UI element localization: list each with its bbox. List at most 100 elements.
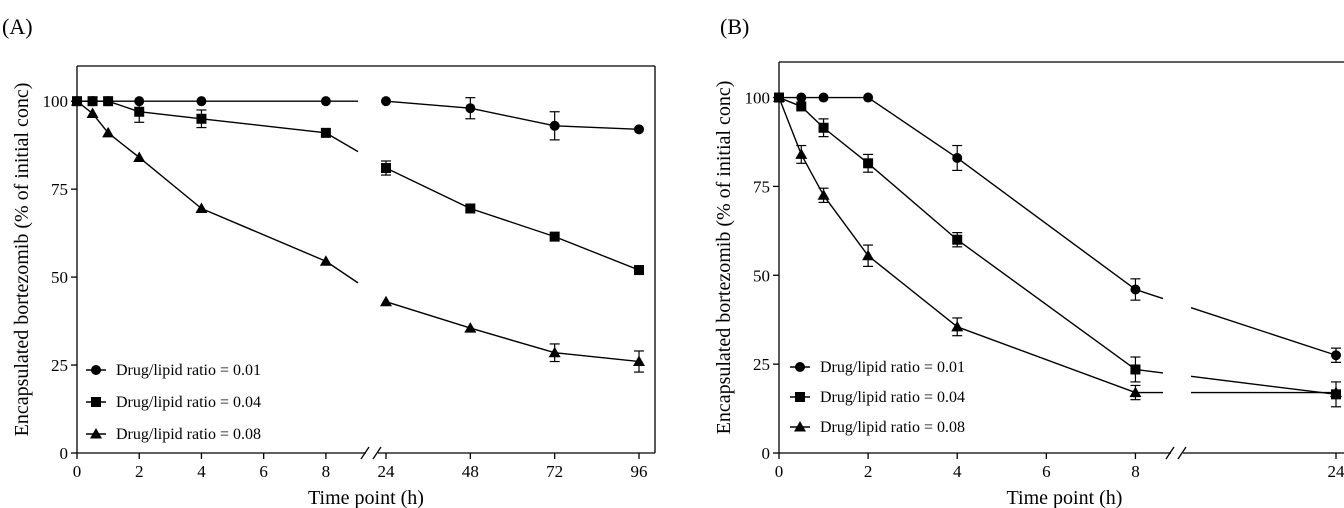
legend-label: Drug/lipid ratio = 0.08 (116, 426, 261, 443)
series-line (1190, 375, 1337, 396)
data-point-square (863, 158, 874, 169)
data-point-circle (1331, 350, 1341, 361)
data-point-triangle (862, 249, 875, 261)
data-point-circle (863, 92, 874, 103)
series-circle (774, 92, 1341, 363)
y-tick-label: 25 (51, 356, 68, 375)
data-point-square (381, 163, 391, 174)
data-point-triangle (380, 295, 392, 307)
y-tick-label: 50 (51, 268, 68, 287)
x-tick-label: 72 (546, 462, 563, 481)
series-line (554, 125, 640, 131)
axis-break-mark (1177, 446, 1187, 460)
series-line (554, 352, 640, 363)
series-line (800, 154, 825, 196)
series-line (823, 127, 869, 164)
data-point-circle (796, 92, 807, 103)
series-line (822, 194, 869, 257)
x-tick-label: 2 (864, 462, 873, 481)
series-line (470, 107, 555, 127)
series-line (201, 207, 327, 262)
y-tick-label: 25 (753, 355, 770, 374)
panel-label: (B) (720, 14, 749, 39)
data-point-square (134, 106, 145, 117)
data-point-square (952, 234, 963, 245)
series-line (201, 118, 326, 134)
x-axis-label: Time point (h) (1007, 487, 1123, 508)
legend-label: Drug/lipid ratio = 0.08 (820, 419, 965, 436)
y-tick-label: 50 (753, 266, 770, 285)
y-tick-label: 100 (43, 92, 69, 111)
series-line (325, 132, 359, 153)
x-tick-label: 4 (197, 462, 206, 481)
series-triangle (71, 95, 645, 373)
x-tick-label: 6 (1042, 462, 1051, 481)
y-axis-label: Encapsulated bortezomib (% of initial co… (11, 83, 33, 437)
series-line (867, 162, 958, 241)
legend: Drug/lipid ratio = 0.01 Drug/lipid ratio … (86, 362, 261, 443)
series-line (956, 326, 1136, 394)
x-tick-label: 96 (631, 462, 648, 481)
series-line (956, 239, 1136, 371)
axis-break-mark (1165, 446, 1175, 460)
data-point-circle (381, 96, 391, 107)
x-tick-label: 0 (73, 462, 82, 481)
data-point-square (1130, 364, 1141, 375)
legend-marker-square (91, 397, 101, 407)
series-line (1190, 307, 1337, 356)
series-line (385, 301, 471, 329)
legend-label: Drug/lipid ratio = 0.01 (820, 359, 965, 376)
data-point-triangle (1129, 386, 1142, 398)
data-point-square (87, 96, 98, 107)
data-point-triangle (773, 91, 785, 103)
x-tick-label: 8 (1131, 462, 1140, 481)
data-point-triangle (319, 255, 332, 266)
y-tick-label: 75 (753, 177, 770, 196)
x-tick-label: 48 (462, 462, 479, 481)
series-line (867, 255, 958, 328)
legend-marker-circle (91, 365, 101, 375)
data-point-circle (634, 124, 644, 135)
axis-break-mark (372, 446, 382, 460)
x-tick-label: 8 (322, 462, 331, 481)
data-point-triangle (633, 355, 645, 367)
data-point-triangle (464, 322, 477, 333)
data-point-circle (320, 96, 331, 107)
data-point-triangle (133, 151, 146, 162)
series-line (139, 111, 202, 120)
series-square (72, 96, 644, 276)
x-tick-label: 24 (378, 462, 396, 481)
x-axis-label: Time point (h) (308, 487, 424, 508)
panel-label: (A) (2, 14, 33, 39)
x-tick-label: 0 (775, 462, 784, 481)
legend-label: Drug/lipid ratio = 0.04 (116, 394, 261, 411)
series-line (385, 167, 471, 210)
y-tick-label: 75 (51, 180, 68, 199)
data-point-triangle (951, 320, 964, 332)
data-point-triangle (195, 202, 208, 213)
series-line (470, 327, 555, 354)
y-tick-label: 0 (60, 444, 69, 463)
data-point-circle (952, 152, 963, 163)
legend-marker-triangle (90, 428, 102, 439)
series-line (554, 235, 640, 271)
data-point-circle (196, 96, 207, 107)
data-point-triangle (817, 189, 830, 200)
data-point-triangle (1330, 386, 1342, 398)
data-point-square (465, 203, 476, 214)
data-point-triangle (71, 95, 83, 106)
data-point-square (549, 231, 560, 242)
y-tick-label: 0 (762, 444, 771, 463)
data-point-triangle (102, 126, 115, 138)
x-tick-label: 4 (953, 462, 962, 481)
data-point-square (634, 265, 644, 276)
legend-marker-circle (795, 362, 805, 372)
data-point-circle (465, 103, 476, 114)
data-point-square (818, 122, 829, 133)
series-line (138, 156, 202, 210)
data-point-square (320, 127, 331, 138)
series-line (385, 100, 471, 109)
series-triangle (773, 91, 1342, 401)
